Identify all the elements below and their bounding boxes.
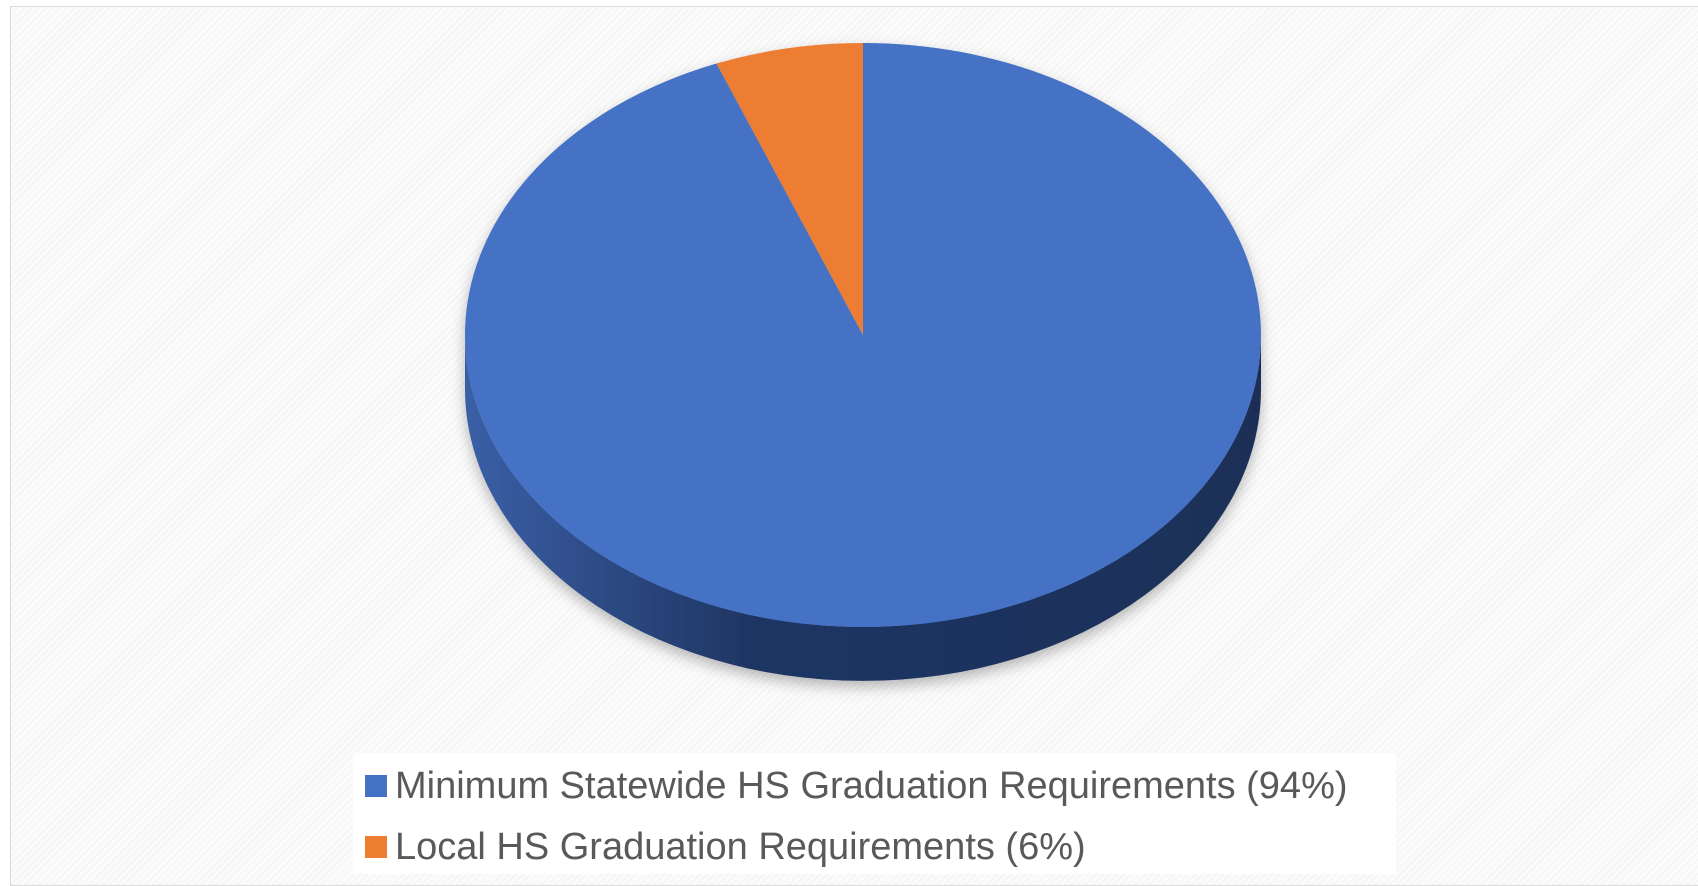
legend-label-local: Local HS Graduation Requirements (6%)	[395, 826, 1086, 868]
chart-area: Minimum Statewide HS Graduation Requirem…	[10, 6, 1698, 886]
legend-label-statewide: Minimum Statewide HS Graduation Requirem…	[395, 765, 1348, 807]
pie-chart	[464, 43, 1261, 681]
legend-item-statewide: Minimum Statewide HS Graduation Requirem…	[365, 761, 1348, 811]
legend-swatch-local	[365, 836, 387, 858]
legend-item-local: Local HS Graduation Requirements (6%)	[365, 822, 1086, 872]
pie-side-wall	[465, 335, 1261, 681]
legend-swatch-statewide	[365, 775, 387, 797]
legend: Minimum Statewide HS Graduation Requirem…	[353, 753, 1396, 874]
pie-slice-local	[716, 43, 863, 335]
pie-group	[464, 43, 1261, 681]
